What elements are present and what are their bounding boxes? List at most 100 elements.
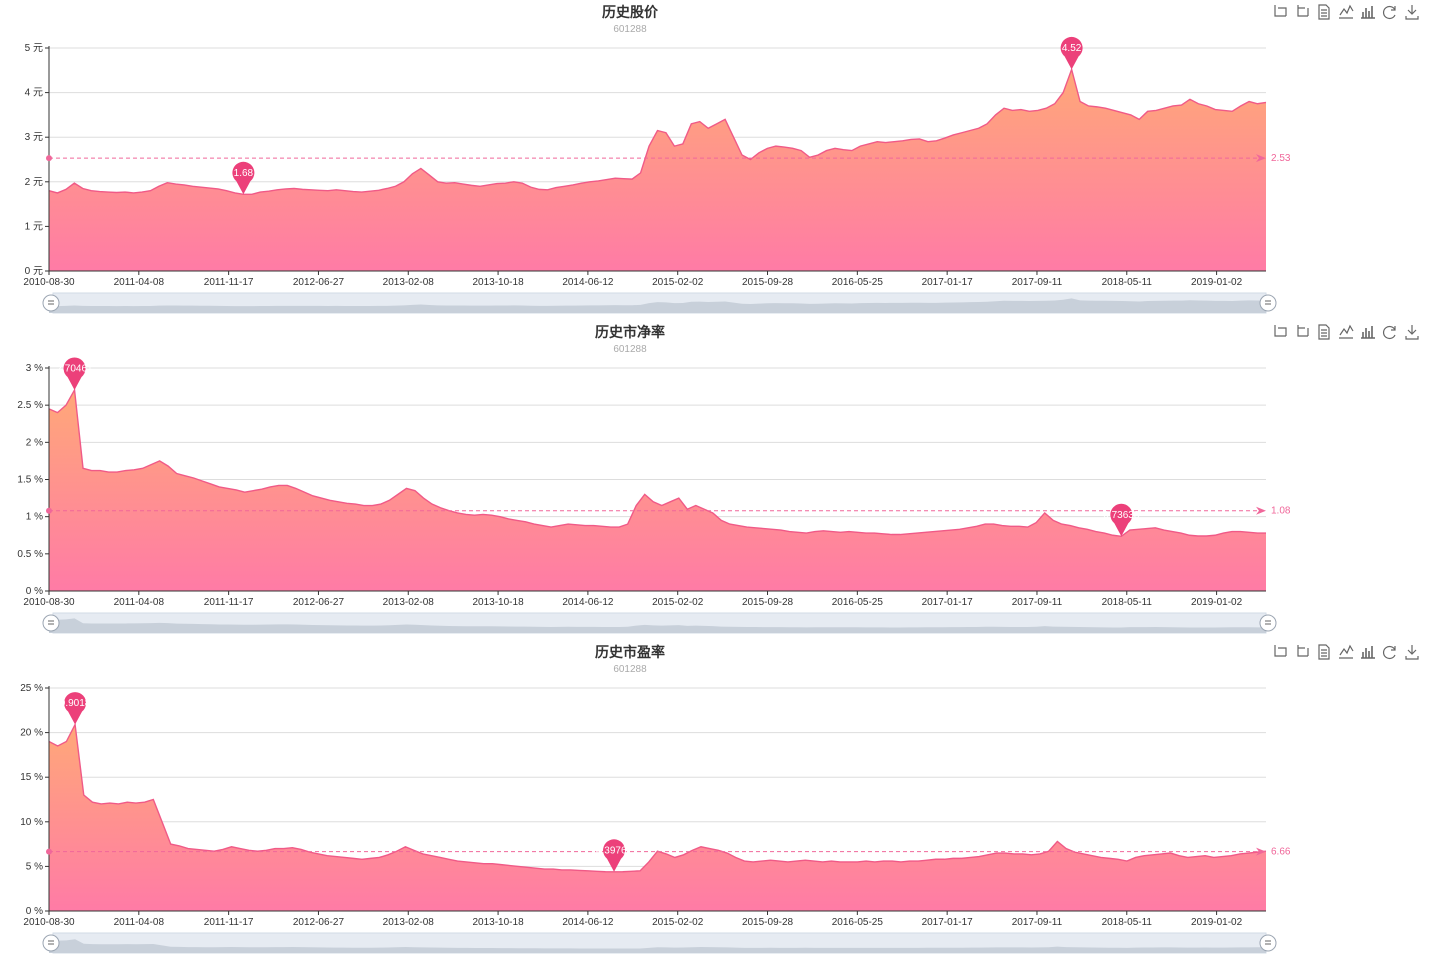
x-tick-label: 2014-06-12 (562, 597, 614, 608)
y-tick-label: 3 % (26, 363, 43, 374)
x-tick-label: 2015-02-02 (652, 917, 704, 928)
min-marker-label: 4.39762 (596, 845, 633, 856)
zoom-handle-left[interactable] (42, 614, 60, 632)
restore-icon[interactable] (1382, 4, 1398, 20)
download-icon[interactable] (1404, 324, 1420, 340)
price-chart[interactable]: 0 元 1 元 2 元 3 元 4 元 5 元 2010-08-30 2011-04-08 20… (0, 0, 1431, 320)
chart-toolbox (1272, 324, 1420, 340)
restore-icon[interactable] (1382, 644, 1398, 660)
chart-panel-pe: 历史市盈率 601288 0 % 5 % 10 % 15 % 20 % 25 % 2010-… (0, 640, 1431, 960)
max-marker[interactable]: 4.52 (1060, 36, 1083, 70)
line-chart-icon[interactable] (1338, 324, 1354, 340)
x-tick-label: 2015-09-28 (742, 277, 794, 288)
y-tick-label: 3 元 (25, 132, 43, 143)
x-tick-label: 2017-01-17 (922, 277, 974, 288)
x-tick-label: 2015-02-02 (652, 597, 704, 608)
series-line (48, 67, 1267, 195)
zoom-icon[interactable] (1272, 644, 1288, 660)
x-tick-label: 2013-10-18 (472, 917, 524, 928)
series-area (49, 724, 1266, 911)
zoom-handle-left[interactable] (42, 294, 60, 312)
pb-chart[interactable]: 0 % 0.5 % 1 % 1.5 % 2 % 2.5 % 3 % 2010-08-30 201… (0, 320, 1431, 640)
line-chart-icon[interactable] (1338, 4, 1354, 20)
average-line-arrow (1256, 847, 1266, 856)
y-tick-label: 20 % (20, 728, 43, 739)
min-marker-label: 1.68 (234, 168, 254, 179)
chart-subtitle: 601288 (613, 24, 647, 35)
y-tick-label: 2 % (26, 437, 43, 448)
max-marker-label: 20.90189 (54, 698, 96, 709)
zoom-reset-icon[interactable] (1294, 4, 1310, 20)
y-tick-label: 0.5 % (17, 549, 43, 560)
x-tick-label: 2010-08-30 (23, 597, 75, 608)
y-tick-label: 4 元 (25, 88, 43, 99)
x-tick-label: 2018-05-11 (1102, 597, 1153, 608)
x-tick-label: 2013-10-18 (472, 277, 524, 288)
x-tick-label: 2013-02-08 (383, 917, 435, 928)
average-line-start (46, 507, 52, 514)
series-area (49, 389, 1266, 591)
data-view-icon[interactable] (1316, 644, 1332, 660)
x-tick-label: 2017-09-11 (1012, 277, 1063, 288)
x-tick-label: 2018-05-11 (1102, 277, 1153, 288)
y-tick-label: 2.5 % (17, 400, 43, 411)
x-tick-label: 2017-09-11 (1012, 917, 1063, 928)
pe-chart[interactable]: 0 % 5 % 10 % 15 % 20 % 25 % 2010-08-30 2011-04-… (0, 640, 1431, 960)
y-tick-label: 0 % (26, 906, 43, 917)
chart-panel-price: 历史股价 601288 0 元 1 元 2 元 3 元 4 元 5 元 2010-08-30… (0, 0, 1431, 320)
series-area (49, 69, 1266, 271)
x-tick-label: 2011-11-17 (204, 597, 254, 608)
x-tick-label: 2014-06-12 (562, 917, 614, 928)
x-tick-label: 2011-04-08 (114, 917, 165, 928)
zoom-icon[interactable] (1272, 4, 1288, 20)
y-tick-label: 2 元 (25, 177, 43, 188)
series-line (48, 387, 1266, 537)
data-view-icon[interactable] (1316, 324, 1332, 340)
max-marker[interactable]: 2.70461 (56, 357, 93, 390)
x-tick-label: 2015-02-02 (652, 277, 704, 288)
zoom-reset-icon[interactable] (1294, 324, 1310, 340)
average-line-start (46, 155, 52, 162)
x-tick-label: 2014-06-12 (562, 277, 614, 288)
y-tick-label: 25 % (20, 683, 43, 694)
restore-icon[interactable] (1382, 324, 1398, 340)
x-tick-label: 2019-01-02 (1191, 277, 1243, 288)
x-tick-label: 2011-11-17 (204, 277, 254, 288)
data-zoom-slider[interactable] (42, 292, 1277, 314)
min-marker[interactable]: 0.73638 (1103, 503, 1140, 537)
zoom-preview (49, 618, 1266, 633)
data-view-icon[interactable] (1316, 4, 1332, 20)
chart-toolbox (1272, 644, 1420, 660)
min-marker[interactable]: 1.68 (232, 161, 255, 195)
chart-toolbox (1272, 4, 1420, 20)
bar-chart-icon[interactable] (1360, 324, 1376, 340)
line-chart-icon[interactable] (1338, 644, 1354, 660)
download-icon[interactable] (1404, 4, 1420, 20)
zoom-handle-left[interactable] (42, 934, 60, 952)
y-tick-label: 15 % (20, 772, 43, 783)
max-marker[interactable]: 20.90189 (54, 692, 96, 725)
data-zoom-slider[interactable] (42, 612, 1277, 634)
chart-title: 历史市净率 (595, 324, 665, 340)
average-label: 1.08 (1271, 506, 1291, 517)
x-tick-label: 2012-06-27 (293, 597, 345, 608)
chart-panel-pb: 历史市净率 601288 0 % 0.5 % 1 % 1.5 % 2 % 2.5 % 3 %… (0, 320, 1431, 640)
min-marker[interactable]: 4.39762 (596, 839, 633, 872)
y-tick-label: 1 元 (25, 221, 43, 232)
bar-chart-icon[interactable] (1360, 644, 1376, 660)
x-tick-label: 2015-09-28 (742, 597, 794, 608)
download-icon[interactable] (1404, 644, 1420, 660)
average-label: 2.53 (1271, 153, 1291, 164)
bar-chart-icon[interactable] (1360, 4, 1376, 20)
x-tick-label: 2016-05-25 (832, 597, 884, 608)
zoom-handle-right[interactable] (1259, 614, 1277, 632)
zoom-reset-icon[interactable] (1294, 644, 1310, 660)
data-zoom-slider[interactable] (42, 932, 1277, 954)
zoom-icon[interactable] (1272, 324, 1288, 340)
average-label: 6.66 (1271, 847, 1291, 858)
x-tick-label: 2013-02-08 (383, 277, 435, 288)
x-tick-label: 2011-04-08 (114, 597, 165, 608)
min-marker-label: 0.73638 (1103, 510, 1140, 521)
zoom-handle-right[interactable] (1259, 294, 1277, 312)
zoom-handle-right[interactable] (1259, 934, 1277, 952)
